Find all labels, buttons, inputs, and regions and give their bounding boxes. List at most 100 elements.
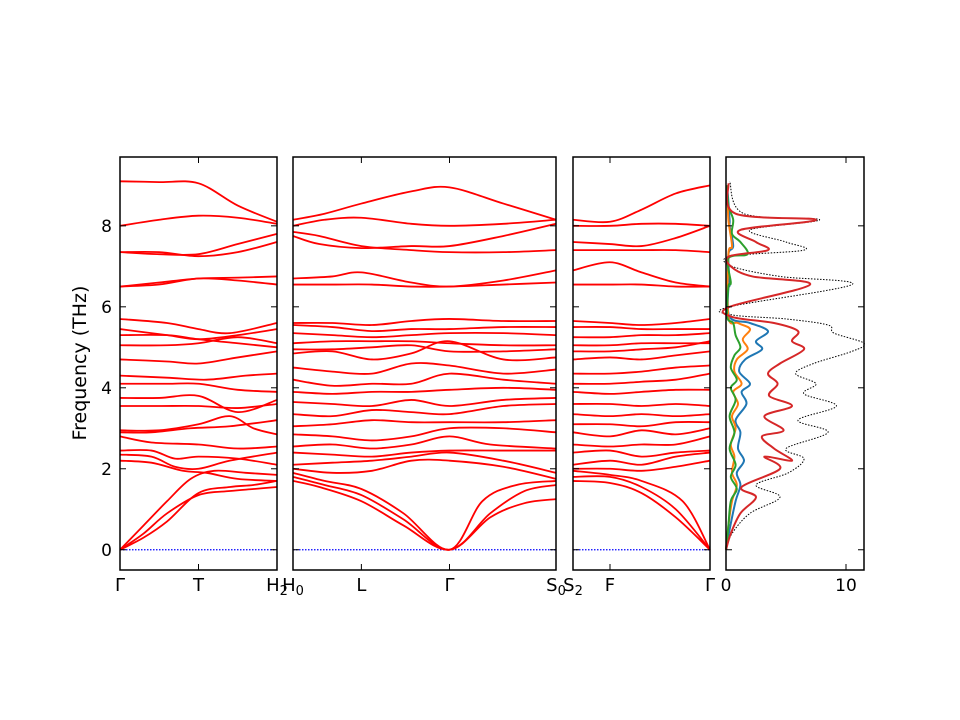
band-line-2 bbox=[119, 486, 278, 551]
band-line-24 bbox=[119, 180, 278, 223]
band-line-24 bbox=[292, 231, 557, 254]
band-line-22 bbox=[292, 269, 557, 288]
band-line-13 bbox=[292, 372, 557, 387]
band-line-17 bbox=[119, 328, 278, 341]
band-line-7 bbox=[292, 435, 557, 450]
band-line-26 bbox=[572, 184, 711, 224]
dos-panel-frame bbox=[725, 156, 865, 571]
dos-partial-line-3 bbox=[725, 185, 749, 550]
band-line-10 bbox=[119, 403, 278, 409]
band-line-15 bbox=[119, 336, 278, 347]
band-panel-Gamma-T-H2 bbox=[119, 180, 278, 551]
band-line-3 bbox=[119, 480, 278, 551]
band-line-22 bbox=[572, 261, 711, 288]
band-line-1 bbox=[292, 480, 557, 551]
band-line-21 bbox=[293, 281, 557, 288]
k-point-label: Γ bbox=[115, 575, 125, 596]
k-point-label: H0 bbox=[282, 575, 304, 599]
band-line-20 bbox=[292, 318, 557, 326]
band-line-25 bbox=[572, 222, 711, 227]
k-point-label: L bbox=[356, 575, 366, 596]
k-point-label: S2 bbox=[563, 575, 583, 599]
band-line-9 bbox=[572, 421, 711, 428]
dos-x-tick-label: 10 bbox=[835, 576, 857, 596]
band-line-5 bbox=[572, 451, 711, 466]
band-line-9 bbox=[119, 415, 278, 436]
band-panel-S2-F-Gamma bbox=[572, 184, 711, 551]
band-line-4 bbox=[119, 459, 278, 482]
band-line-21 bbox=[573, 283, 711, 288]
band-line-20 bbox=[572, 318, 711, 326]
band-line-21 bbox=[119, 241, 278, 258]
band-line-18 bbox=[119, 318, 278, 335]
band-line-6 bbox=[572, 449, 711, 458]
band-line-12 bbox=[119, 382, 278, 393]
band-line-11 bbox=[572, 402, 711, 407]
band-line-23 bbox=[573, 249, 711, 254]
band-line-2 bbox=[572, 475, 711, 551]
dos-partial-line-4 bbox=[721, 183, 818, 551]
band-line-14 bbox=[572, 364, 711, 375]
band-line-8 bbox=[572, 427, 711, 438]
band-line-17 bbox=[572, 342, 710, 347]
band-line-8 bbox=[119, 419, 278, 434]
band-line-3 bbox=[572, 469, 711, 551]
band-line-6 bbox=[119, 449, 278, 466]
band-line-7 bbox=[572, 435, 711, 448]
band-line-18 bbox=[292, 331, 557, 339]
y-tick-label: 6 bbox=[101, 298, 112, 318]
band-line-11 bbox=[119, 394, 278, 413]
k-point-subscript: 0 bbox=[558, 584, 566, 599]
band-line-9 bbox=[292, 419, 557, 428]
band-line-1 bbox=[119, 469, 278, 551]
k-point-subscript: 0 bbox=[296, 584, 304, 599]
band-line-23 bbox=[119, 214, 278, 227]
k-point-subscript: 2 bbox=[280, 584, 288, 599]
y-tick-label: 8 bbox=[101, 217, 112, 237]
band-line-14 bbox=[292, 362, 557, 375]
k-point-label: F bbox=[605, 575, 615, 596]
band-line-8 bbox=[292, 426, 557, 442]
band-panel-H0-L-Gamma-S0 bbox=[292, 185, 557, 551]
band-line-6 bbox=[292, 449, 556, 458]
k-point-label: Γ bbox=[444, 575, 454, 596]
band-line-22 bbox=[119, 233, 278, 256]
band-line-13 bbox=[572, 372, 711, 385]
band-line-2 bbox=[292, 475, 557, 551]
dos-x-tick-label: 0 bbox=[721, 576, 732, 596]
band-line-7 bbox=[119, 435, 278, 450]
band-line-17 bbox=[292, 340, 557, 347]
band-line-4 bbox=[572, 459, 711, 472]
y-tick-label: 4 bbox=[101, 379, 112, 399]
panel-frame-3 bbox=[572, 156, 711, 571]
band-line-12 bbox=[292, 386, 557, 395]
band-line-3 bbox=[292, 471, 557, 551]
band-line-15 bbox=[572, 350, 711, 361]
band-line-11 bbox=[292, 397, 557, 408]
band-line-15 bbox=[292, 340, 557, 362]
band-line-12 bbox=[572, 388, 711, 395]
band-line-5 bbox=[119, 451, 278, 471]
band-line-25 bbox=[292, 216, 557, 227]
y-axis-label: Frequency (THz) bbox=[69, 286, 91, 441]
band-line-18 bbox=[572, 332, 711, 339]
k-point-label: T bbox=[192, 575, 205, 596]
band-line-19 bbox=[572, 326, 710, 331]
band-line-19 bbox=[119, 277, 278, 288]
band-line-10 bbox=[572, 413, 711, 418]
band-line-16 bbox=[572, 340, 711, 353]
band-line-14 bbox=[119, 350, 278, 365]
band-line-13 bbox=[119, 372, 278, 381]
band-line-1 bbox=[572, 480, 711, 551]
k-point-label: Γ bbox=[705, 575, 715, 596]
band-line-16 bbox=[292, 344, 557, 353]
y-tick-label: 0 bbox=[101, 541, 112, 561]
band-line-19 bbox=[292, 324, 557, 333]
y-tick-label: 2 bbox=[101, 460, 112, 480]
k-point-subscript: 2 bbox=[575, 584, 583, 599]
band-line-26 bbox=[292, 185, 557, 221]
band-line-4 bbox=[292, 458, 557, 480]
band-line-20 bbox=[119, 275, 278, 288]
